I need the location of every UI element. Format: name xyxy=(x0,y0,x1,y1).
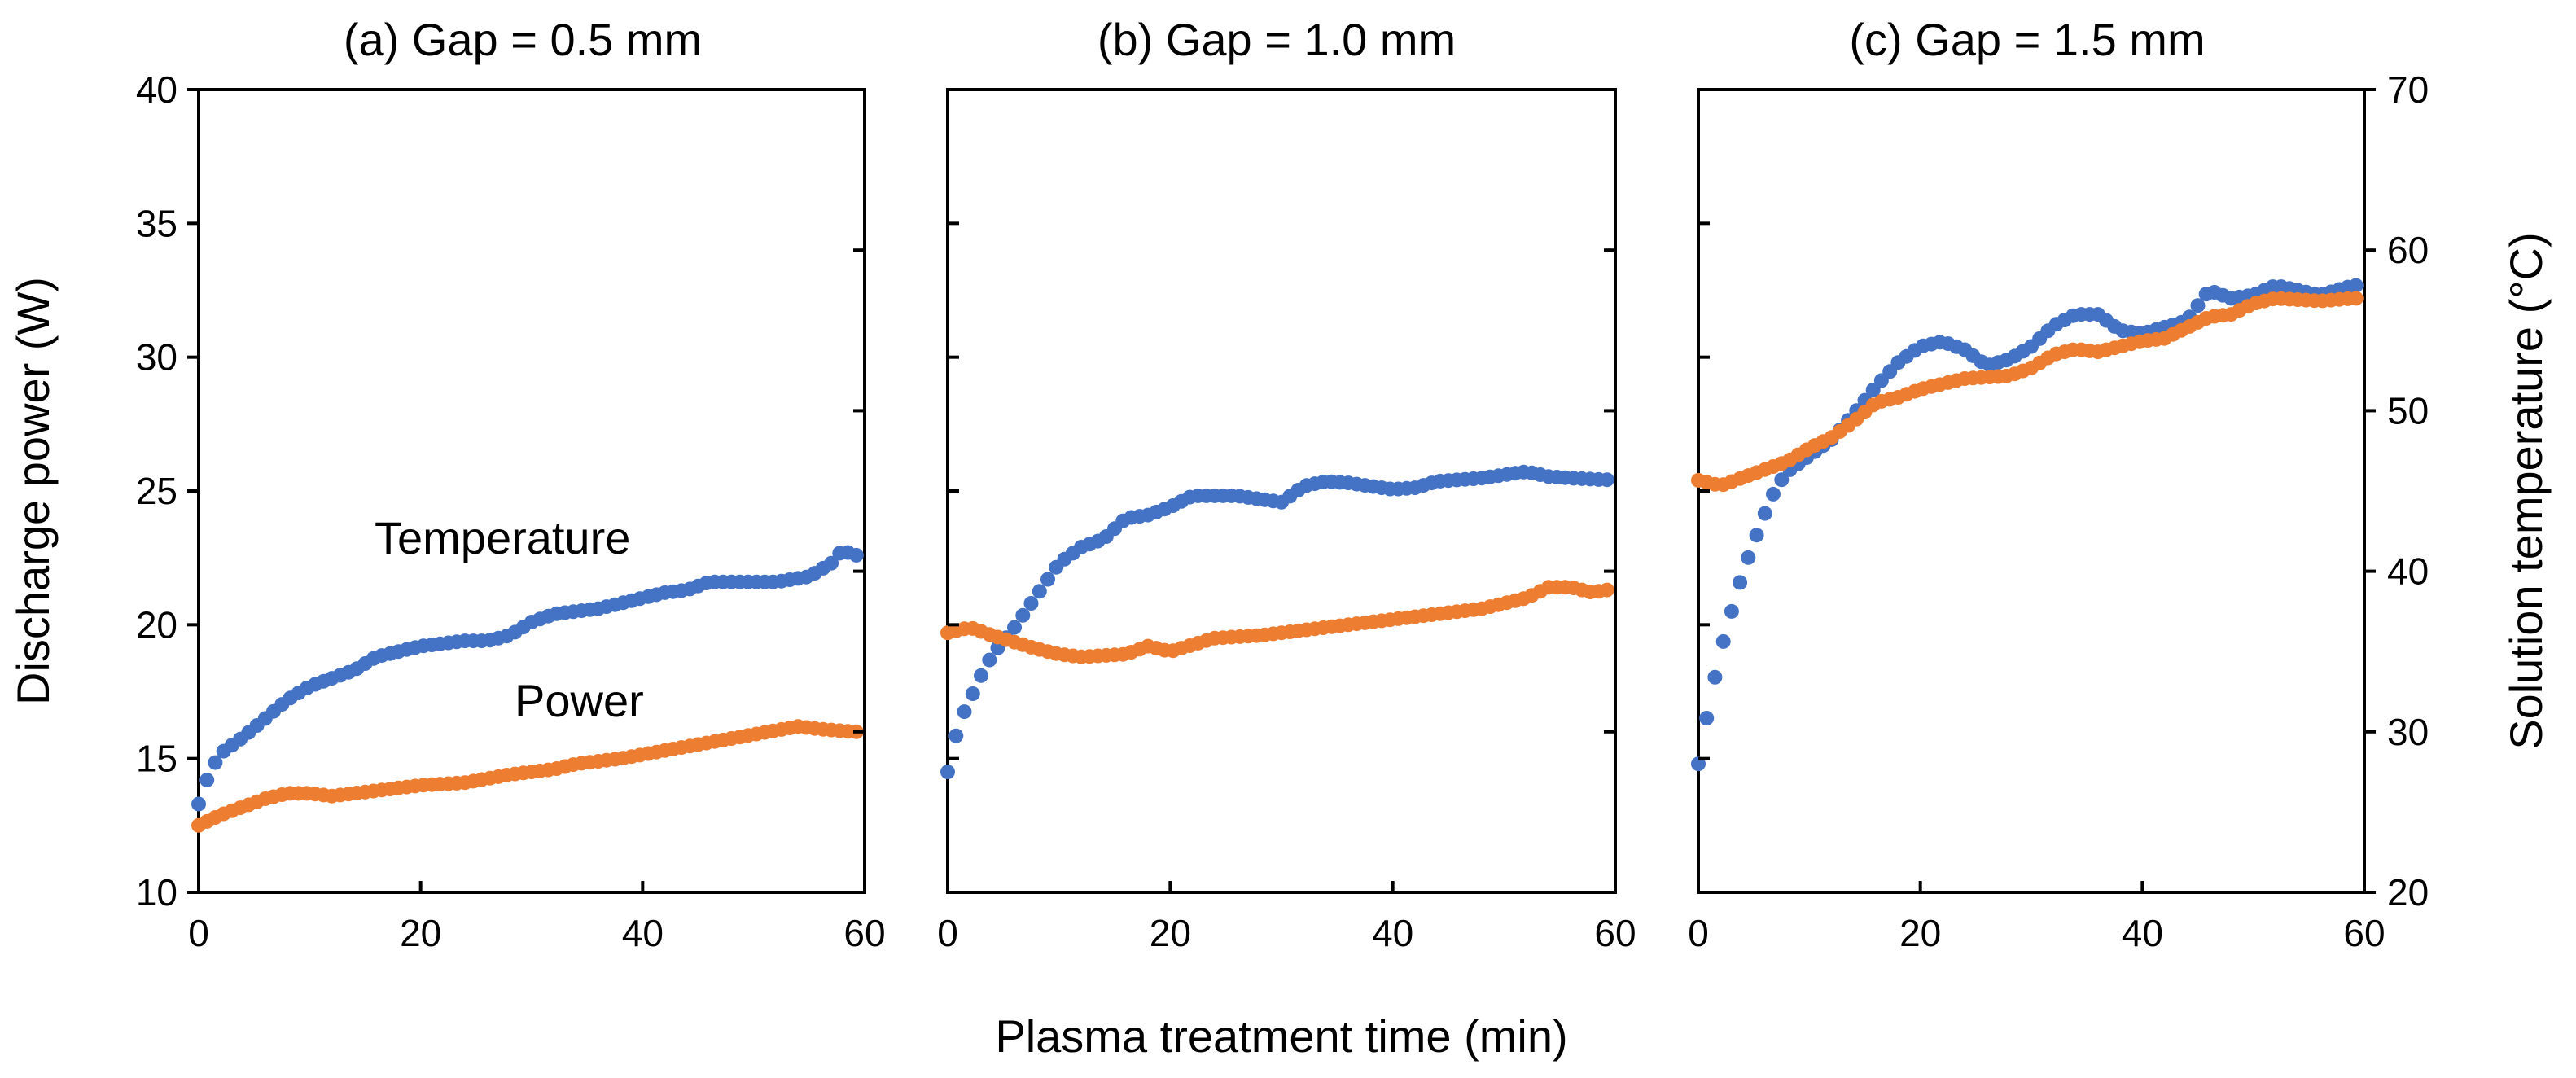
temperature-point xyxy=(1757,506,1772,521)
temperature-point xyxy=(982,652,997,668)
x-tick-label: 0 xyxy=(937,912,958,954)
panel-b-power-series xyxy=(940,580,1614,664)
temperature-point xyxy=(1741,550,1756,565)
temperature-point xyxy=(1691,756,1706,772)
temperature-point xyxy=(1599,472,1614,488)
x-tick-label: 0 xyxy=(1688,912,1709,954)
y-left-tick-label: 35 xyxy=(136,202,177,244)
y-right-tick-label: 70 xyxy=(2387,68,2429,111)
y-axis-label-right: Solution temperature (°C) xyxy=(2500,232,2552,750)
x-tick-label: 60 xyxy=(2343,912,2385,954)
x-tick-label: 40 xyxy=(2122,912,2163,954)
temperature-point xyxy=(974,668,988,683)
tick-labels: 0 20 40 60 0 20 40 60 0 20 40 60 10 15 20 25 30 35 40 20 30 4… xyxy=(136,68,2429,954)
temperature-annotation: Temperature xyxy=(375,512,630,563)
x-tick-label: 40 xyxy=(1372,912,1413,954)
y-right-tick-label: 30 xyxy=(2387,711,2429,753)
y-right-tick-label: 40 xyxy=(2387,550,2429,593)
temperature-point xyxy=(848,547,864,563)
panel-b-temperature-series xyxy=(940,464,1614,780)
x-axis-label: Plasma treatment time (min) xyxy=(995,1010,1567,1062)
y-right-tick-label: 60 xyxy=(2387,229,2429,271)
temperature-point xyxy=(1707,669,1723,685)
panel-c-title: (c) Gap = 1.5 mm xyxy=(1849,14,2205,65)
temperature-point xyxy=(940,765,955,780)
temperature-point xyxy=(1749,528,1764,543)
temperature-point xyxy=(1007,620,1022,635)
temperature-point xyxy=(1715,633,1731,649)
power-point xyxy=(2348,291,2364,306)
tick-marks xyxy=(187,88,2376,894)
temperature-point xyxy=(2190,298,2206,313)
y-left-tick-label: 20 xyxy=(136,603,177,646)
x-tick-label: 40 xyxy=(622,912,664,954)
panel-a-title: (a) Gap = 0.5 mm xyxy=(344,14,702,65)
x-tick-label: 0 xyxy=(188,912,209,954)
temperature-point xyxy=(1032,584,1047,599)
x-tick-label: 60 xyxy=(843,912,885,954)
panel-c-frame xyxy=(1697,88,2366,894)
temperature-point xyxy=(1040,572,1055,587)
panel-a-temperature-series xyxy=(191,545,864,812)
temperature-point xyxy=(1724,603,1739,619)
y-left-tick-label: 40 xyxy=(136,68,177,111)
panel-c-power-series xyxy=(1691,291,2364,493)
panel-b-title: (b) Gap = 1.0 mm xyxy=(1097,14,1456,65)
temperature-point xyxy=(957,704,972,720)
x-tick-label: 20 xyxy=(1899,912,1941,954)
y-left-tick-label: 30 xyxy=(136,336,177,379)
temperature-point xyxy=(199,773,215,787)
temperature-point xyxy=(1733,575,1748,590)
temperature-point xyxy=(948,728,964,743)
power-annotation: Power xyxy=(515,675,644,726)
panel-b-frame xyxy=(946,88,1617,894)
x-tick-label: 60 xyxy=(1594,912,1636,954)
power-point xyxy=(1599,582,1614,598)
temperature-point xyxy=(1023,596,1039,611)
panel-c-temperature-series xyxy=(1691,278,2364,772)
y-left-tick-label: 10 xyxy=(136,871,177,914)
y-axis-label-left: Discharge power (W) xyxy=(7,277,59,705)
y-left-tick-label: 25 xyxy=(136,470,177,512)
panel-c: (c) Gap = 1.5 mm xyxy=(1691,14,2366,894)
x-tick-label: 20 xyxy=(1150,912,1191,954)
temperature-point xyxy=(1865,383,1881,397)
temperature-point xyxy=(1015,607,1031,623)
temperature-point xyxy=(208,755,223,770)
panel-a-power-series xyxy=(191,719,864,833)
temperature-point xyxy=(1766,486,1781,502)
y-left-tick-label: 15 xyxy=(136,738,177,780)
temperature-point xyxy=(965,686,980,701)
temperature-point xyxy=(1699,711,1715,725)
temperature-point xyxy=(191,796,206,812)
temperature-point xyxy=(1774,472,1790,488)
x-tick-label: 20 xyxy=(400,912,441,954)
panel-b: (b) Gap = 1.0 mm xyxy=(940,14,1617,894)
panel-a: (a) Gap = 0.5 mm Temperature Power xyxy=(191,14,866,894)
y-right-tick-label: 50 xyxy=(2387,389,2429,432)
temperature-point xyxy=(824,555,839,571)
temperature-point xyxy=(2348,278,2364,293)
y-right-tick-label: 20 xyxy=(2387,871,2429,914)
